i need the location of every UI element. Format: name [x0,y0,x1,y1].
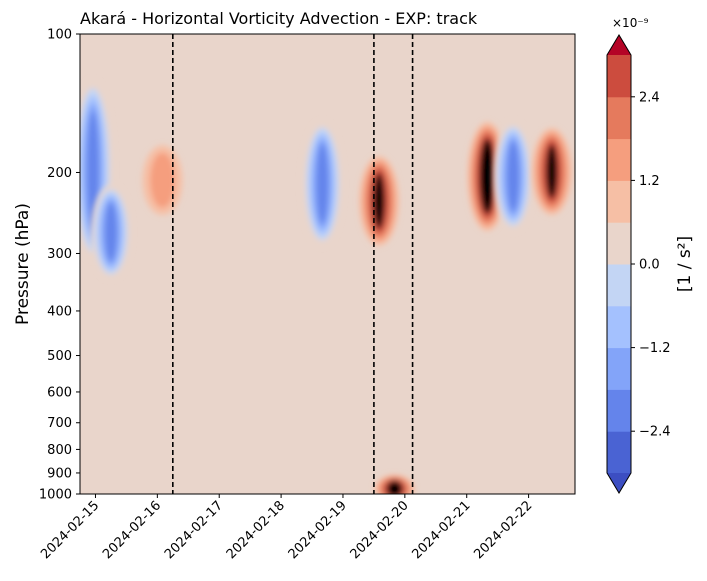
y-tick-label: 400 [47,304,72,319]
colorbar-segment [607,55,631,98]
colorbar: −2.4 −1.2 0.0 1.2 2.4 [606,34,671,494]
colorbar-tick-label: 0.0 [639,258,660,273]
colorbar-tick-label: −1.2 [639,341,671,356]
y-tick-label: 800 [47,443,72,458]
contour-band [150,152,175,208]
colorbar-extend-top [607,35,631,55]
colorbar-segment [607,389,631,432]
contour-feature [142,145,183,215]
contour-feature [90,185,131,279]
x-tick-label: 2024-02-22 [471,498,535,562]
x-tick-label: 2024-02-21 [410,498,474,562]
colorbar-segment [607,180,631,223]
contour-feature [302,121,343,246]
contour-band [105,202,117,262]
colorbar-tick-label: −2.4 [639,425,671,440]
colorbar-extend-bottom [607,473,631,493]
y-tick-label: 100 [47,28,72,43]
y-axis: 100 200 300 400 500 600 700 800 900 1000 [39,28,80,503]
contour-band [389,482,400,494]
colorbar-multiplier: ×10⁻⁹ [612,16,649,30]
colorbar-tick-label: 2.4 [639,90,660,105]
contour-band [373,172,385,229]
contour-band [482,142,493,210]
y-tick-label: 700 [47,416,72,431]
plot-background [80,34,575,494]
contour-feature [531,128,572,215]
contour-band [316,144,329,224]
y-tick-label: 300 [47,247,72,262]
dashed-lines [172,34,414,494]
x-tick-label: 2024-02-20 [348,498,412,562]
x-tick-label: 2024-02-17 [162,498,226,562]
y-tick-label: 500 [47,349,72,364]
colorbar-segment [607,138,631,181]
contour-band [507,141,519,212]
x-tick-label: 2024-02-18 [224,498,288,562]
x-tick-label: 2024-02-16 [100,498,164,562]
colorbar-label: [1 / s²] [675,236,695,292]
contour-feature [374,474,415,494]
colorbar-outline [606,34,632,494]
contour-field [80,80,572,494]
plot-area [80,34,575,494]
colorbar-segment [607,305,631,349]
colorbar-segment [607,347,631,390]
y-tick-label: 600 [47,385,72,400]
colorbar-segment [607,264,631,307]
x-tick-label: 2024-02-15 [38,498,102,562]
y-tick-label: 900 [47,466,72,481]
colorbar-segment [607,96,631,140]
colorbar-segment [607,431,631,474]
chart-title: Akará - Horizontal Vorticity Advection -… [80,9,478,28]
contour-band [87,111,99,229]
colorbar-segment [607,222,631,265]
y-tick-label: 1000 [39,488,72,503]
y-axis-label: Pressure (hPa) [13,203,33,325]
colorbar-tick-label: 1.2 [639,174,660,189]
contour-band [546,144,558,199]
x-axis: 2024-02-152024-02-162024-02-172024-02-18… [38,494,535,562]
y-tick-label: 200 [47,166,72,181]
plot-frame [79,33,576,495]
contour-feature [359,156,400,246]
contour-feature [493,121,534,231]
x-tick-label: 2024-02-19 [286,498,350,562]
